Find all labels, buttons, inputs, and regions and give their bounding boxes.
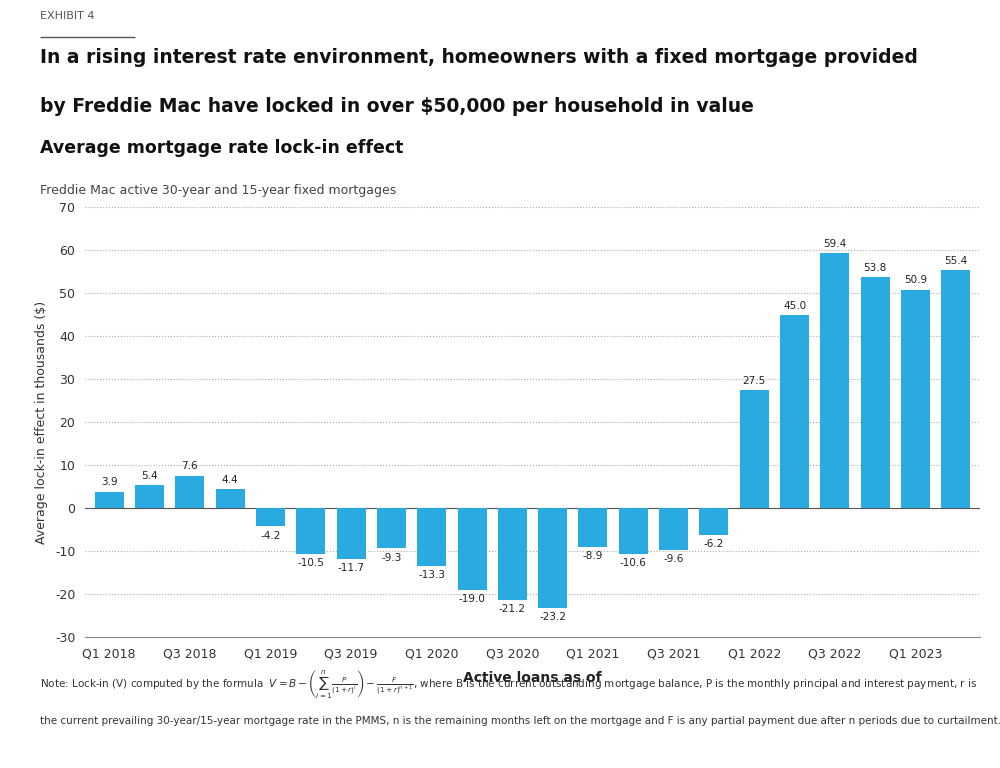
Bar xyxy=(256,508,285,527)
Bar xyxy=(458,508,487,590)
Text: -21.2: -21.2 xyxy=(499,604,526,614)
Text: -4.2: -4.2 xyxy=(260,531,281,541)
Bar xyxy=(820,253,849,508)
Bar xyxy=(861,277,890,508)
Bar xyxy=(95,492,124,508)
Text: 45.0: 45.0 xyxy=(783,300,806,310)
X-axis label: Active loans as of: Active loans as of xyxy=(463,671,602,685)
Text: Note: Lock-in (V) computed by the formula  $V = B - \left(\sum_{i=1}^{n} \frac{P: Note: Lock-in (V) computed by the formul… xyxy=(40,667,977,700)
Y-axis label: Average lock-in effect in thousands ($): Average lock-in effect in thousands ($) xyxy=(35,301,48,544)
Text: -11.7: -11.7 xyxy=(338,563,365,573)
Text: 4.4: 4.4 xyxy=(222,475,238,485)
Text: -9.6: -9.6 xyxy=(663,554,684,564)
Bar xyxy=(941,270,970,508)
Text: 50.9: 50.9 xyxy=(904,275,927,285)
Bar xyxy=(175,475,204,508)
Bar xyxy=(337,508,366,559)
Bar xyxy=(216,489,245,508)
Bar xyxy=(619,508,648,554)
Text: 53.8: 53.8 xyxy=(864,263,887,273)
Text: 27.5: 27.5 xyxy=(743,376,766,386)
Text: 3.9: 3.9 xyxy=(101,478,118,488)
Bar xyxy=(659,508,688,550)
Text: -23.2: -23.2 xyxy=(539,613,566,623)
Bar xyxy=(538,508,567,608)
Bar xyxy=(417,508,446,565)
Bar xyxy=(740,390,769,508)
Bar xyxy=(296,508,325,554)
Text: 59.4: 59.4 xyxy=(823,239,846,249)
Text: 5.4: 5.4 xyxy=(141,471,158,481)
Bar xyxy=(377,508,406,548)
Bar xyxy=(699,508,728,535)
Text: -6.2: -6.2 xyxy=(704,539,724,549)
Text: the current prevailing 30-year/15-year mortgage rate in the PMMS, n is the remai: the current prevailing 30-year/15-year m… xyxy=(40,717,1000,727)
Text: 55.4: 55.4 xyxy=(944,256,967,266)
Text: -9.3: -9.3 xyxy=(381,553,402,563)
Text: -8.9: -8.9 xyxy=(583,551,603,561)
Text: Freddie Mac active 30-year and 15-year fixed mortgages: Freddie Mac active 30-year and 15-year f… xyxy=(40,184,396,197)
Bar xyxy=(780,315,809,508)
Text: Average mortgage rate lock-in effect: Average mortgage rate lock-in effect xyxy=(40,139,403,157)
Text: 7.6: 7.6 xyxy=(182,462,198,472)
Text: -10.5: -10.5 xyxy=(297,558,324,568)
Bar xyxy=(135,485,164,508)
Bar xyxy=(901,290,930,508)
Text: -10.6: -10.6 xyxy=(620,558,647,568)
Bar xyxy=(578,508,607,547)
Text: by Freddie Mac have locked in over $50,000 per household in value: by Freddie Mac have locked in over $50,0… xyxy=(40,97,754,116)
Bar xyxy=(498,508,527,600)
Text: EXHIBIT 4: EXHIBIT 4 xyxy=(40,11,94,21)
Text: -19.0: -19.0 xyxy=(459,594,485,604)
Text: In a rising interest rate environment, homeowners with a fixed mortgage provided: In a rising interest rate environment, h… xyxy=(40,48,918,68)
Text: -13.3: -13.3 xyxy=(418,570,445,580)
